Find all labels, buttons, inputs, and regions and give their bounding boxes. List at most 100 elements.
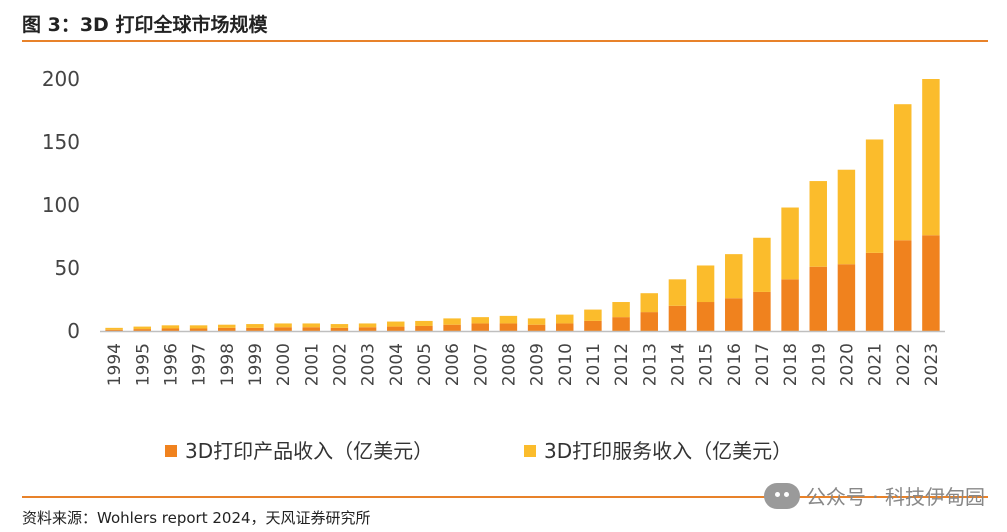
bar-product	[696, 302, 715, 331]
bar-service	[499, 315, 518, 324]
bar-service	[753, 237, 771, 292]
bar-product	[781, 279, 799, 331]
bar-product	[471, 323, 489, 331]
x-tick-label: 2007	[471, 343, 491, 386]
bar-product	[612, 317, 630, 331]
bar-product	[387, 326, 405, 331]
bar-service	[105, 327, 123, 330]
bar-service	[218, 324, 236, 328]
bar-product	[218, 327, 236, 331]
bar-service	[471, 317, 489, 324]
wechat-icon	[763, 482, 800, 509]
bar-product	[415, 325, 433, 331]
bar-service	[358, 323, 377, 328]
x-tick-label: 2006	[443, 343, 463, 386]
bar-product	[640, 312, 658, 331]
x-tick-label: 2011	[584, 343, 604, 386]
x-tick-label: 1994	[105, 343, 125, 386]
bar-service	[274, 323, 292, 328]
legend-label-service: 3D打印服务收入（亿美元）	[544, 439, 792, 463]
x-tick-label: 1999	[246, 343, 266, 386]
bar-service	[922, 79, 940, 236]
x-tick-label: 2020	[837, 343, 857, 386]
legend-swatch-product	[165, 445, 177, 457]
footer-rule	[22, 496, 988, 498]
bar-service	[781, 207, 799, 280]
legend-swatch-service	[524, 445, 536, 457]
bar-service	[302, 323, 320, 328]
title-rule	[22, 40, 988, 42]
x-tick-label: 2012	[612, 343, 632, 386]
bar-service	[668, 279, 687, 306]
y-tick-label: 200	[42, 67, 80, 91]
x-tick-label: 2018	[781, 343, 801, 386]
bar-product	[668, 305, 687, 331]
bar-service	[584, 309, 602, 321]
bar-product	[302, 327, 320, 331]
bar-product	[330, 327, 349, 331]
x-tick-label: 2003	[359, 343, 379, 386]
bar-service	[161, 325, 180, 329]
bar-product	[499, 323, 518, 331]
x-tick-label: 2004	[387, 343, 407, 386]
y-tick-label: 0	[67, 319, 80, 343]
y-tick-label: 50	[55, 256, 80, 280]
bar-product	[753, 291, 771, 331]
bar-service	[837, 169, 856, 265]
x-tick-label: 2014	[668, 343, 688, 386]
bar-service	[725, 254, 743, 299]
x-tick-label: 1996	[161, 343, 181, 386]
x-tick-label: 2023	[922, 343, 942, 386]
bar-product	[189, 328, 208, 331]
bar-service	[415, 320, 433, 326]
x-tick-label: 1998	[218, 343, 238, 386]
bar-service	[133, 326, 151, 330]
bar-service	[330, 324, 349, 328]
bar-service	[527, 318, 546, 325]
x-tick-label: 2010	[556, 343, 576, 386]
bar-service	[894, 104, 912, 241]
bar-service	[696, 265, 715, 303]
bar-service	[443, 318, 461, 325]
x-tick-label: 2008	[499, 343, 519, 386]
x-tick-label: 2021	[866, 343, 886, 386]
bar-product	[865, 252, 884, 331]
bar-product	[246, 327, 264, 331]
bar-product	[837, 264, 856, 331]
bar-product	[527, 324, 546, 331]
bar-product	[584, 320, 602, 331]
source-note: 资料来源：Wohlers report 2024，天风证券研究所	[22, 509, 371, 527]
bar-product	[809, 266, 827, 331]
bar-service	[640, 293, 658, 313]
bar-service	[246, 324, 264, 328]
bar-product	[161, 328, 180, 331]
x-tick-label: 2022	[894, 343, 914, 386]
x-tick-label: 2016	[725, 343, 745, 386]
bar-service	[865, 139, 884, 253]
x-tick-label: 2017	[753, 343, 773, 386]
bar-product	[725, 298, 743, 331]
x-tick-label: 2013	[640, 343, 660, 386]
bar-product	[922, 235, 940, 331]
legend-label-product: 3D打印产品收入（亿美元）	[185, 439, 433, 463]
y-tick-label: 100	[42, 193, 80, 217]
x-tick-label: 2002	[330, 343, 350, 386]
bar-service	[556, 314, 574, 324]
x-tick-label: 2015	[697, 343, 717, 386]
x-tick-label: 2001	[302, 343, 322, 386]
x-tick-label: 1997	[190, 343, 210, 386]
x-tick-label: 2019	[809, 343, 829, 386]
bar-product	[105, 329, 123, 331]
figure-title: 图 3：3D 打印全球市场规模	[22, 14, 268, 36]
bar-product	[274, 327, 292, 331]
watermark-text: 公众号 · 科技伊甸园	[805, 485, 985, 509]
bar-product	[556, 323, 574, 331]
bar-product	[358, 327, 377, 331]
x-tick-label: 2009	[528, 343, 548, 386]
x-tick-label: 1995	[133, 343, 153, 386]
x-tick-label: 2000	[274, 343, 294, 386]
bar-service	[189, 325, 208, 329]
y-tick-label: 150	[42, 130, 80, 154]
bar-product	[133, 329, 151, 331]
